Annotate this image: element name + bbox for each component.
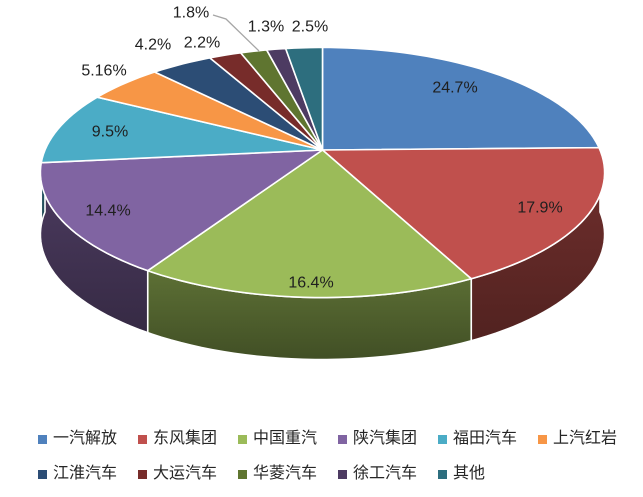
- legend-item-label: 中国重汽: [253, 430, 318, 447]
- legend-swatch: [438, 434, 447, 444]
- legend-swatch: [38, 469, 47, 479]
- pie-slice-5: [96, 71, 324, 151]
- pie-slice-label: 5.16%: [81, 63, 126, 80]
- pie-slice-10: [284, 46, 324, 151]
- legend-item: 福田汽车: [438, 430, 538, 448]
- legend-item-label: 福田汽车: [453, 430, 518, 447]
- legend-item: 上汽红岩: [538, 430, 638, 448]
- pie-slice-label: 16.4%: [288, 275, 333, 292]
- legend-item: 其他: [438, 465, 538, 483]
- pie-slice-label: 4.2%: [135, 37, 171, 54]
- pie-slice-0: [321, 46, 600, 151]
- pie-slice-4: [40, 96, 324, 164]
- legend-item-label: 徐工汽车: [353, 465, 418, 482]
- pie-slice-2: [146, 149, 473, 299]
- legend-item-label: 大运汽车: [153, 465, 218, 482]
- legend-swatch: [538, 434, 547, 444]
- pie-slice-label: 1.3%: [248, 19, 284, 36]
- legend-item: 华菱汽车: [238, 465, 338, 483]
- legend-item: 江淮汽车: [38, 465, 138, 483]
- pie-slice-3: [39, 149, 324, 272]
- legend-swatch: [238, 434, 247, 444]
- legend-item-label: 东风集团: [153, 430, 218, 447]
- legend-swatch: [138, 434, 147, 444]
- legend-swatch: [238, 469, 247, 479]
- pie-slice-label: 17.9%: [517, 200, 562, 217]
- pie-slice-6: [153, 57, 324, 151]
- legend-item: 中国重汽: [238, 430, 338, 448]
- legend-item-label: 华菱汽车: [253, 465, 318, 482]
- chart-legend: 一汽解放 东风集团 中国重汽 陕汽集团 福田汽车 上汽红岩江淮汽车 大运汽车 华菱汽车 徐工汽车…: [38, 430, 643, 483]
- legend-swatch: [338, 434, 347, 444]
- pie-slice-label: 9.5%: [92, 124, 128, 141]
- legend-item: 一汽解放: [38, 430, 138, 448]
- legend-item-label: 一汽解放: [53, 430, 118, 447]
- pie-slice-label: 24.7%: [432, 80, 477, 97]
- pie-slice-label: 2.5%: [292, 19, 328, 36]
- legend-swatch: [38, 434, 47, 444]
- legend-swatch: [438, 469, 447, 479]
- pie-chart: 24.7% 17.9% 16.4% 14.4% 9.5% 5.16% 4.2% 2.2% 1.8…: [39, 5, 606, 361]
- legend-item: 大运汽车: [138, 465, 238, 483]
- legend-item-label: 江淮汽车: [53, 465, 118, 482]
- legend-item: 陕汽集团: [338, 430, 438, 448]
- legend-item: 徐工汽车: [338, 465, 438, 483]
- pie-slice-label: 2.2%: [184, 35, 220, 52]
- pie-slice-label: 14.4%: [85, 203, 130, 220]
- legend-item-label: 陕汽集团: [353, 430, 418, 447]
- legend-swatch: [138, 469, 147, 479]
- legend-item-label: 其他: [453, 465, 486, 482]
- pie-slice-label: 1.8%: [173, 5, 209, 22]
- legend-item: 东风集团: [138, 430, 238, 448]
- pie-slice-1: [321, 146, 606, 280]
- legend-item-label: 上汽红岩: [553, 430, 618, 447]
- legend-swatch: [338, 469, 347, 479]
- leader-line: [212, 14, 260, 52]
